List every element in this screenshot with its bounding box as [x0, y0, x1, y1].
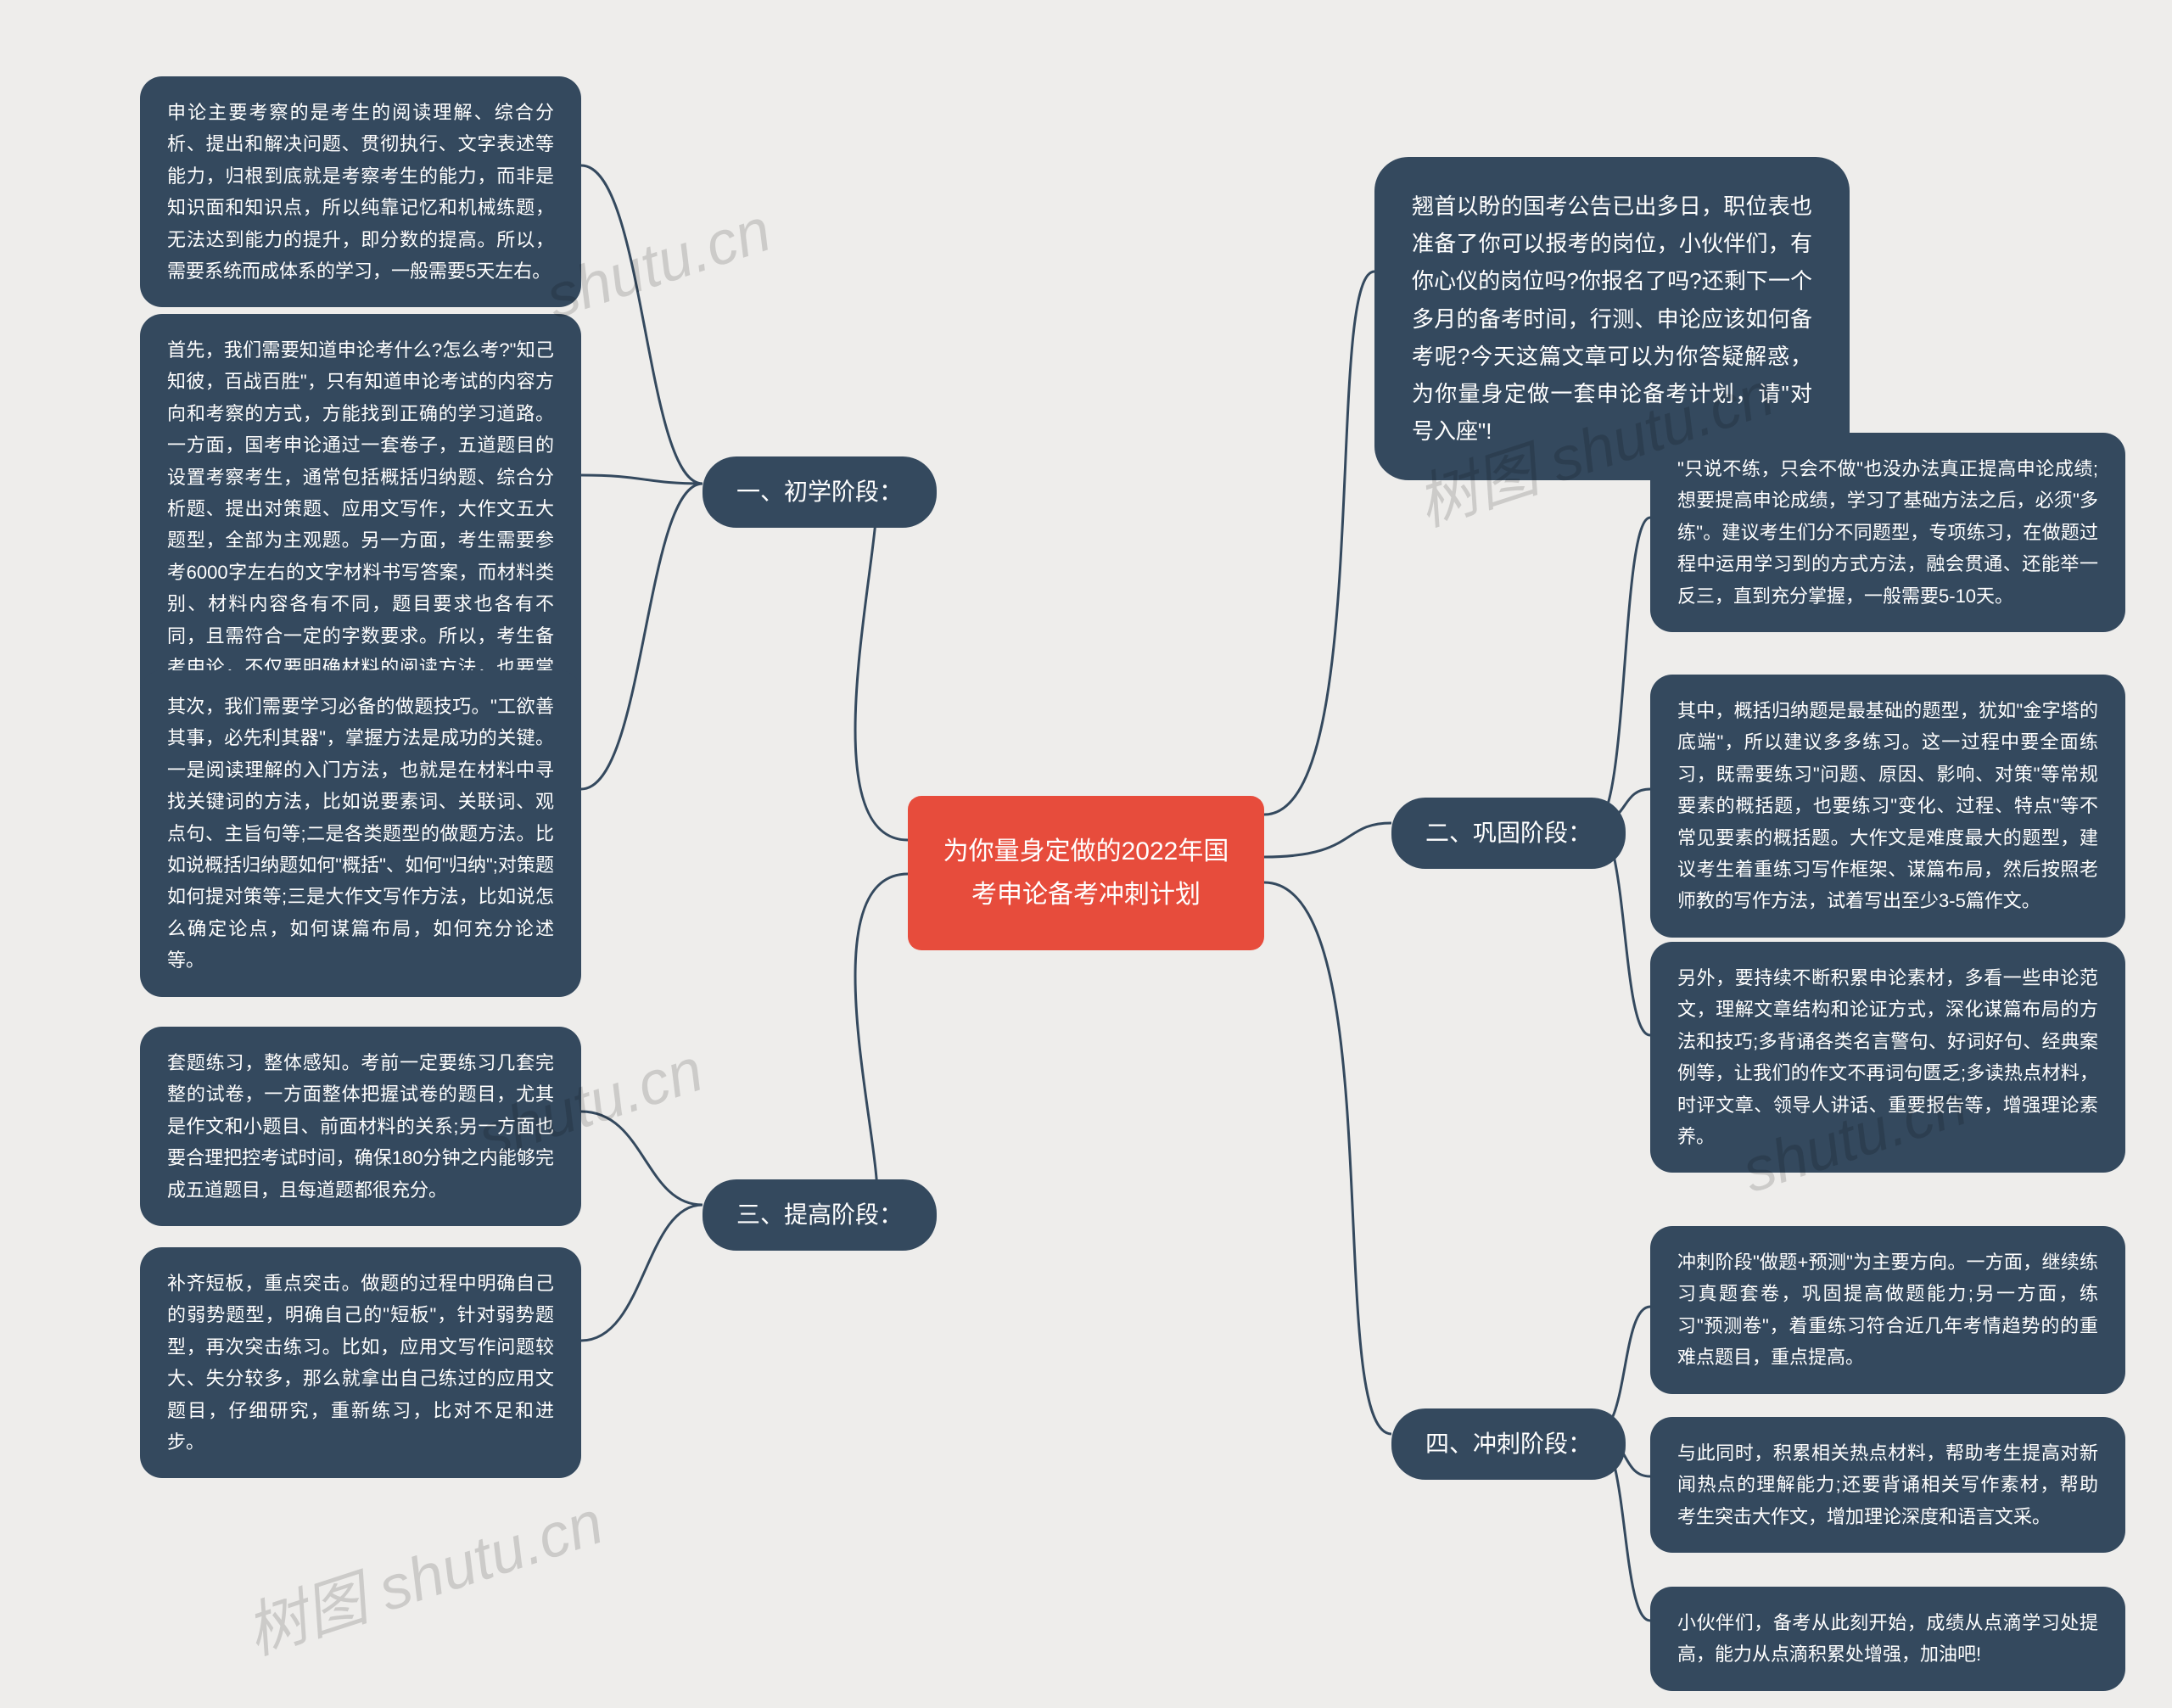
leaf-stage2-0-text: "只说不练，只会不做"也没办法真正提高申论成绩;想要提高申论成绩，学习了基础方法… [1677, 458, 2098, 607]
branch-stage3: 三、提高阶段： [703, 1179, 937, 1251]
leaf-stage1-2-text: 其次，我们需要学习必备的做题技巧。"工欲善其事，必先利其器"，掌握方法是成功的关… [167, 696, 554, 971]
leaf-stage4-1: 与此同时，积累相关热点材料，帮助考生提高对新闻热点的理解能力;还要背诵相关写作素… [1650, 1417, 2125, 1553]
branch-stage3-label: 三、提高阶段： [736, 1201, 903, 1228]
leaf-stage1-2: 其次，我们需要学习必备的做题技巧。"工欲善其事，必先利其器"，掌握方法是成功的关… [140, 670, 581, 997]
leaf-stage4-2-text: 小伙伴们，备考从此刻开始，成绩从点滴学习处提高，能力从点滴积累处增强，加油吧! [1677, 1612, 2098, 1665]
leaf-stage4-1-text: 与此同时，积累相关热点材料，帮助考生提高对新闻热点的理解能力;还要背诵相关写作素… [1677, 1442, 2098, 1527]
branch-stage2: 二、巩固阶段： [1391, 798, 1626, 869]
branch-stage1-label: 一、初学阶段： [736, 479, 903, 505]
leaf-stage3-0: 套题练习，整体感知。考前一定要练习几套完整的试卷，一方面整体把握试卷的题目，尤其… [140, 1027, 581, 1226]
intro-text: 翘首以盼的国考公告已出多日，职位表也准备了你可以报考的岗位，小伙伴们，有你心仪的… [1412, 193, 1812, 444]
center-title-line2: 考申论备考冲刺计划 [935, 873, 1237, 916]
leaf-stage2-0: "只说不练，只会不做"也没办法真正提高申论成绩;想要提高申论成绩，学习了基础方法… [1650, 433, 2125, 632]
branch-stage2-label: 二、巩固阶段： [1425, 820, 1592, 846]
center-node: 为你量身定做的2022年国 考申论备考冲刺计划 [908, 796, 1264, 950]
branch-stage4: 四、冲刺阶段： [1391, 1408, 1626, 1480]
leaf-stage2-2: 另外，要持续不断积累申论素材，多看一些申论范文，理解文章结构和论证方式，深化谋篇… [1650, 942, 2125, 1173]
leaf-stage2-2-text: 另外，要持续不断积累申论素材，多看一些申论范文，理解文章结构和论证方式，深化谋篇… [1677, 967, 2098, 1147]
leaf-stage1-0: 申论主要考察的是考生的阅读理解、综合分析、提出和解决问题、贯彻执行、文字表述等能… [140, 76, 581, 307]
leaf-stage3-1-text: 补齐短板，重点突击。做题的过程中明确自己的弱势题型，明确自己的"短板"，针对弱势… [167, 1273, 554, 1453]
leaf-stage2-1-text: 其中，概括归纳题是最基础的题型，犹如"金字塔的底端"，所以建议多多练习。这一过程… [1677, 700, 2098, 911]
leaf-stage1-1-text: 首先，我们需要知道申论考什么?怎么考?"知己知彼，百战百胜"，只有知道申论考试的… [167, 339, 554, 709]
center-title-line1: 为你量身定做的2022年国 [935, 830, 1237, 873]
leaf-stage3-0-text: 套题练习，整体感知。考前一定要练习几套完整的试卷，一方面整体把握试卷的题目，尤其… [167, 1052, 554, 1201]
leaf-stage4-2: 小伙伴们，备考从此刻开始，成绩从点滴学习处提高，能力从点滴积累处增强，加油吧! [1650, 1587, 2125, 1691]
branch-stage1: 一、初学阶段： [703, 456, 937, 528]
leaf-stage4-0: 冲刺阶段"做题+预测"为主要方向。一方面，继续练习真题套卷，巩固提高做题能力;另… [1650, 1226, 2125, 1394]
leaf-stage4-0-text: 冲刺阶段"做题+预测"为主要方向。一方面，继续练习真题套卷，巩固提高做题能力;另… [1677, 1252, 2098, 1368]
watermark-3: 树图 shutu.cn [232, 1472, 612, 1672]
branch-stage4-label: 四、冲刺阶段： [1425, 1431, 1592, 1457]
leaf-stage1-0-text: 申论主要考察的是考生的阅读理解、综合分析、提出和解决问题、贯彻执行、文字表述等能… [167, 102, 554, 282]
leaf-stage2-1: 其中，概括归纳题是最基础的题型，犹如"金字塔的底端"，所以建议多多练习。这一过程… [1650, 675, 2125, 938]
leaf-stage3-1: 补齐短板，重点突击。做题的过程中明确自己的弱势题型，明确自己的"短板"，针对弱势… [140, 1247, 581, 1478]
